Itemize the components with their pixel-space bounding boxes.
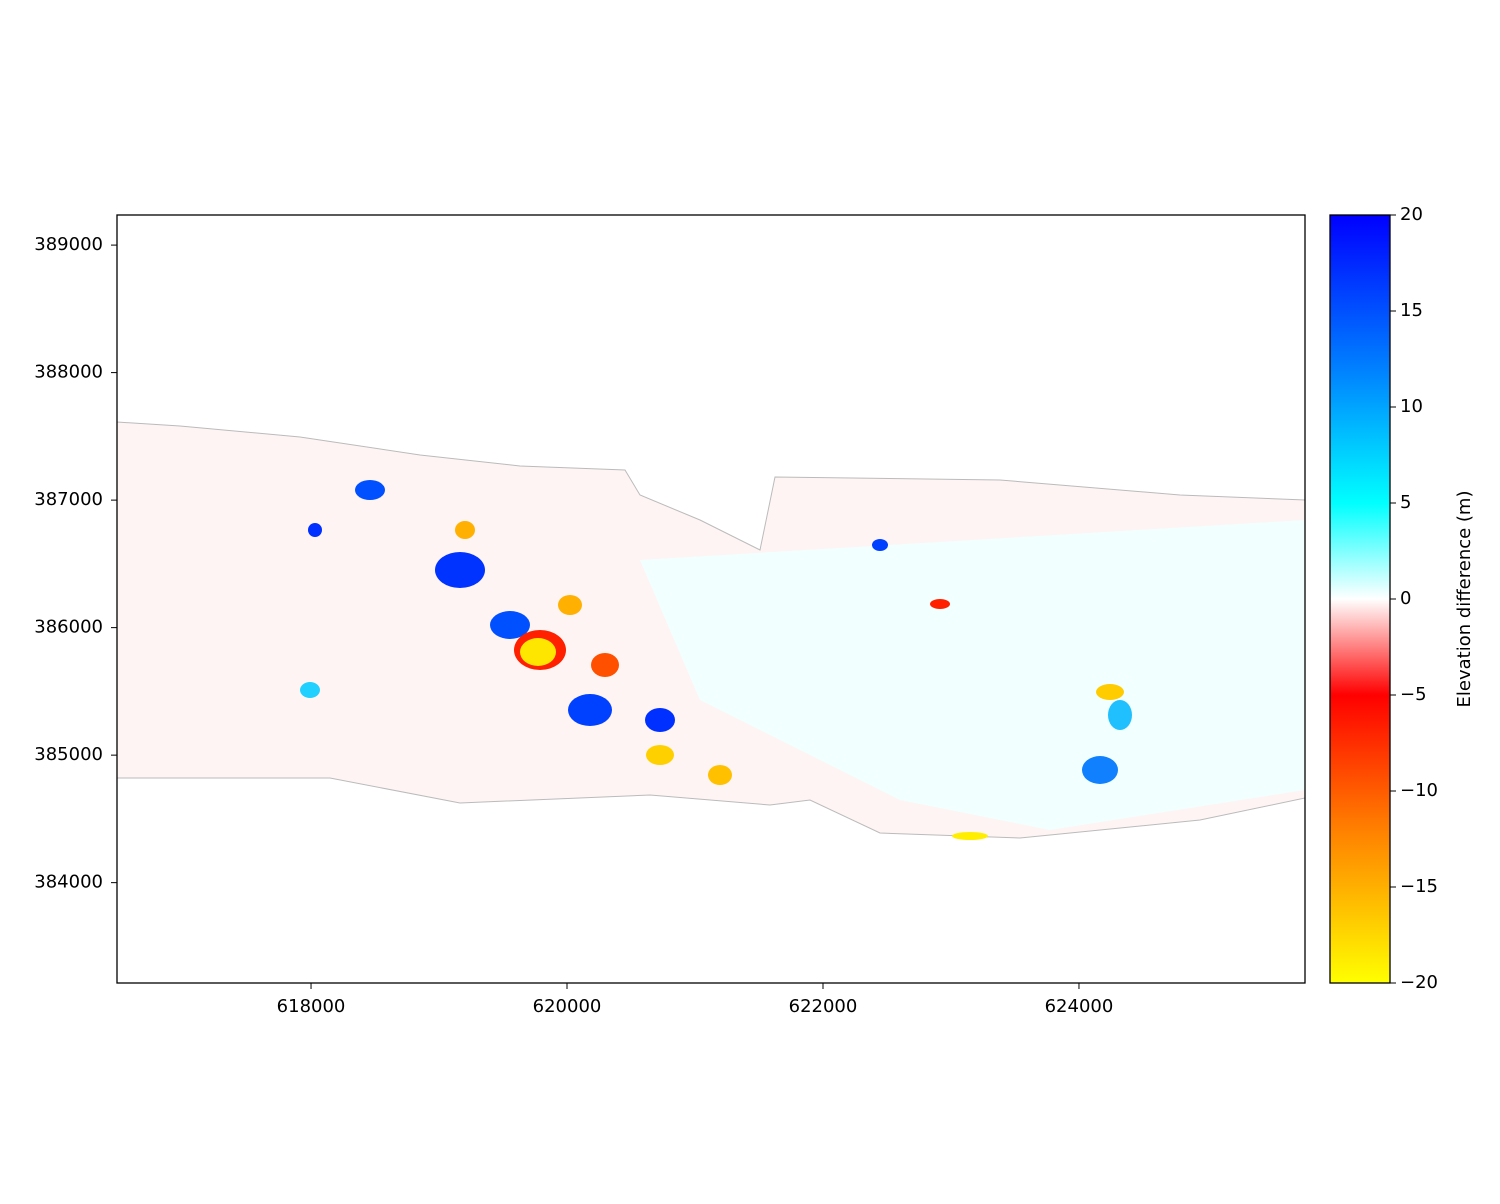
- x-tick-label: 618000: [277, 996, 346, 1017]
- colorbar-tick-label: −20: [1400, 972, 1438, 993]
- colorbar-tick-label: 0: [1400, 588, 1411, 609]
- colorbar-tick-label: −15: [1400, 876, 1438, 897]
- colorbar-tick-label: −10: [1400, 780, 1438, 801]
- colorbar-tick-label: 5: [1400, 492, 1411, 513]
- colorbar-label: Elevation difference (m): [1454, 491, 1475, 708]
- y-tick-label: 385000: [34, 744, 103, 765]
- raster-blobs: [300, 480, 1132, 840]
- colorbar-tick-label: 20: [1400, 204, 1423, 225]
- y-tick-label: 389000: [34, 234, 103, 255]
- y-tick-label: 386000: [34, 617, 103, 638]
- y-tick-label: 387000: [34, 489, 103, 510]
- x-tick-label: 624000: [1045, 996, 1114, 1017]
- colorbar-tick-label: 10: [1400, 396, 1423, 417]
- x-tick-label: 620000: [533, 996, 602, 1017]
- x-tick-label: 622000: [789, 996, 858, 1017]
- plot-frame: [116, 214, 1306, 984]
- colorbar: [1329, 214, 1391, 984]
- raster: [116, 421, 1306, 840]
- colorbar-tick-label: 15: [1400, 300, 1423, 321]
- y-tick-label: 384000: [34, 872, 103, 893]
- y-tick-label: 388000: [34, 362, 103, 383]
- raster-light-area: [640, 520, 1305, 830]
- colorbar-tick-label: −5: [1400, 684, 1427, 705]
